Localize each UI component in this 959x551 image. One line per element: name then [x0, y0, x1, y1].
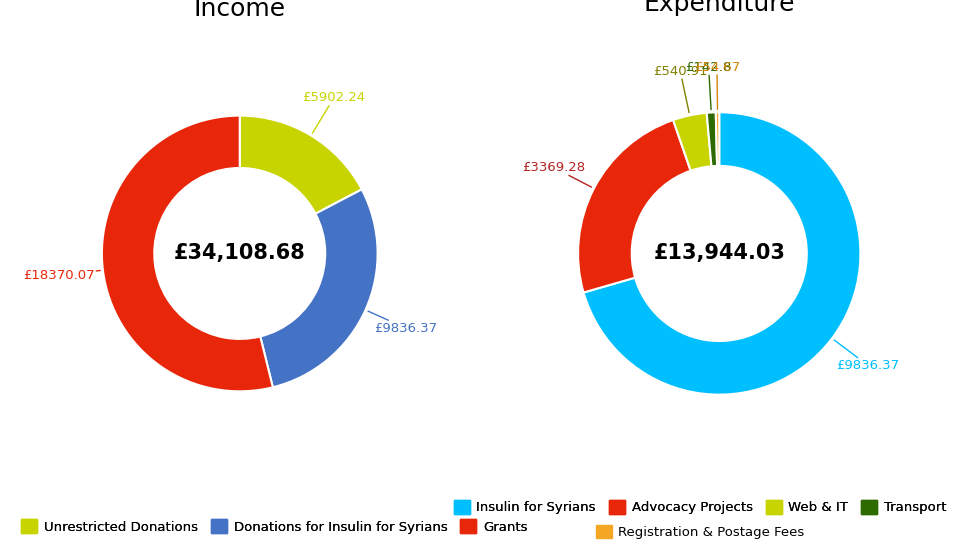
- Wedge shape: [240, 116, 362, 214]
- Text: £3369.28: £3369.28: [523, 161, 592, 187]
- Legend: Insulin for Syrians, Advocacy Projects, Web & IT, Transport: Insulin for Syrians, Advocacy Projects, …: [449, 495, 951, 520]
- Text: £18370.07: £18370.07: [23, 269, 100, 282]
- Legend: Registration & Postage Fees: Registration & Postage Fees: [591, 520, 809, 544]
- Text: £9836.37: £9836.37: [368, 311, 437, 334]
- Wedge shape: [584, 112, 860, 395]
- Text: £13,944.03: £13,944.03: [653, 244, 785, 263]
- Text: £54.67: £54.67: [693, 61, 740, 110]
- Text: £9836.37: £9836.37: [834, 340, 900, 372]
- Wedge shape: [578, 120, 690, 293]
- Text: £142.8: £142.8: [686, 61, 732, 110]
- Legend: Unrestricted Donations, Donations for Insulin for Syrians, Grants: Unrestricted Donations, Donations for In…: [16, 514, 532, 539]
- Wedge shape: [715, 112, 719, 166]
- Text: £34,108.68: £34,108.68: [174, 244, 306, 263]
- Title: Income: Income: [194, 0, 286, 21]
- Text: £540.91: £540.91: [653, 64, 708, 112]
- Title: Expenditure: Expenditure: [643, 0, 795, 16]
- Wedge shape: [707, 112, 717, 166]
- Text: £5902.24: £5902.24: [302, 91, 365, 133]
- Wedge shape: [102, 116, 273, 391]
- Wedge shape: [673, 113, 712, 171]
- Wedge shape: [260, 190, 378, 387]
